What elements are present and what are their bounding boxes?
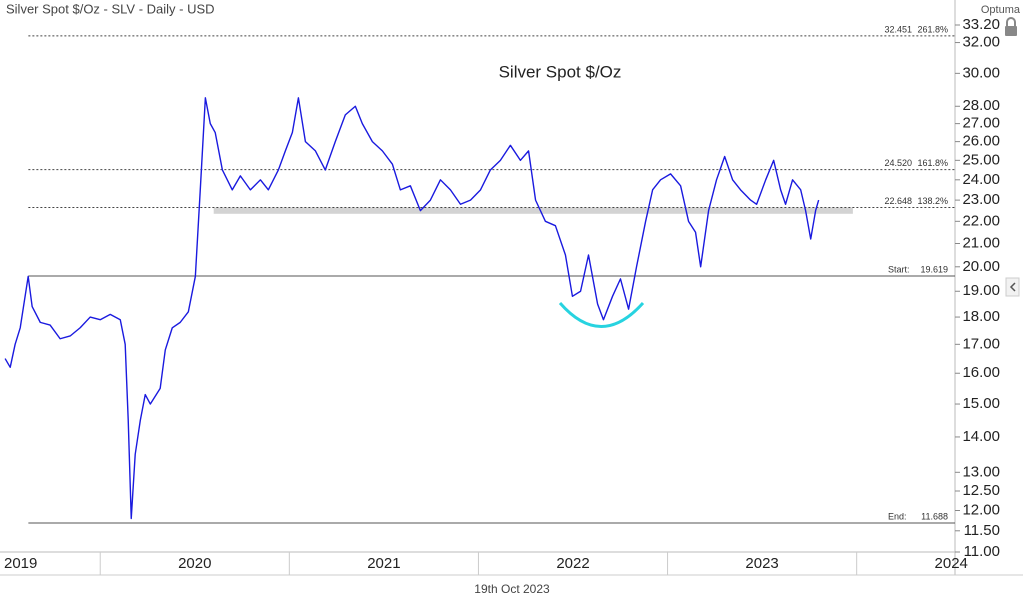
x-tick-label: 2019: [4, 555, 37, 572]
y-tick-label: 12.50: [962, 482, 1000, 499]
x-tick-label: 2024: [935, 555, 968, 572]
level-name: End:: [888, 511, 907, 521]
level-value: 32.451: [884, 24, 912, 34]
level-value: 22.648: [884, 196, 912, 206]
y-tick-label: 12.00: [962, 501, 1000, 518]
y-tick-label: 26.00: [962, 133, 1000, 150]
y-tick-label: 24.00: [962, 171, 1000, 188]
y-tick-label: 21.00: [962, 234, 1000, 251]
chart-title: Silver Spot $/Oz - SLV - Daily - USD: [6, 1, 215, 16]
level-value: 11.688: [921, 511, 948, 521]
y-tick-label: 33.20: [962, 16, 1000, 33]
level-value: 19.619: [920, 264, 948, 274]
y-tick-label: 22.00: [962, 212, 1000, 229]
y-tick-label: 11.00: [964, 543, 1000, 560]
level-percent: 261.8%: [917, 24, 948, 34]
y-tick-label: 25.00: [962, 151, 1000, 168]
y-tick-label: 20.00: [962, 258, 1000, 275]
brand: Optuma: [981, 4, 1021, 16]
collapse-arrow: [1009, 282, 1016, 292]
y-tick-label: 30.00: [962, 64, 1000, 81]
x-tick-label: 2020: [178, 555, 211, 572]
level-percent: 161.8%: [917, 158, 948, 168]
y-tick-label: 18.00: [962, 308, 1000, 325]
y-tick-label: 28.00: [962, 97, 1000, 114]
chart-subtitle: Silver Spot $/Oz: [499, 62, 622, 81]
y-tick-label: 14.00: [962, 428, 1000, 445]
lock-shackle: [1006, 17, 1016, 26]
lock-icon[interactable]: [1005, 26, 1017, 36]
date-label: 19th Oct 2023: [474, 582, 550, 596]
y-tick-label: 17.00: [962, 335, 1000, 352]
y-tick-label: 27.00: [962, 115, 1000, 132]
x-tick-label: 2023: [745, 555, 778, 572]
x-tick-label: 2021: [367, 555, 400, 572]
support-zone: [213, 207, 853, 214]
y-tick-label: 15.00: [962, 395, 1000, 412]
y-tick-label: 11.50: [964, 522, 1000, 539]
y-tick-label: 32.00: [962, 34, 1000, 51]
y-tick-label: 23.00: [962, 191, 1000, 208]
level-percent: 138.2%: [917, 196, 948, 206]
y-tick-label: 13.00: [962, 463, 1000, 480]
collapse-button[interactable]: [1005, 277, 1020, 297]
level-value: 24.520: [884, 158, 912, 168]
cup-annotation: [558, 301, 645, 328]
x-tick-label: 2022: [556, 555, 589, 572]
level-name: Start:: [888, 264, 910, 274]
y-tick-label: 19.00: [962, 282, 1000, 299]
price-line: [4, 97, 820, 520]
y-tick-label: 16.00: [962, 364, 1000, 381]
